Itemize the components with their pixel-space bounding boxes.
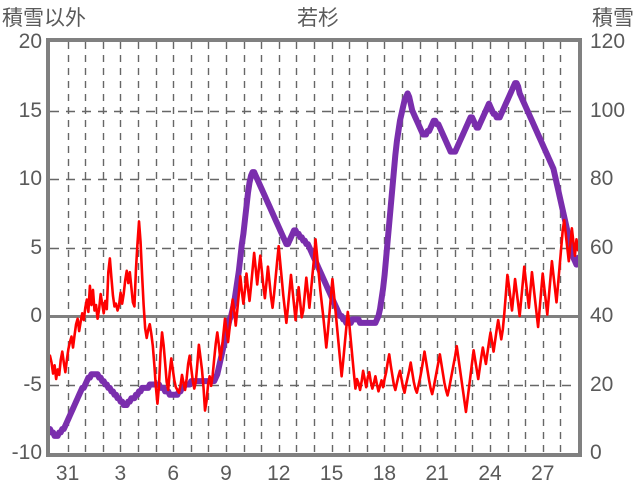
- x-tick-24: 24: [478, 462, 502, 485]
- right-tick-120: 120: [590, 30, 626, 53]
- left-tick--10: -10: [11, 441, 42, 464]
- left-tick-0: 0: [30, 304, 42, 327]
- right-axis-title: 積雪: [592, 7, 634, 30]
- x-tick-3: 3: [114, 462, 127, 485]
- left-tick-15: 15: [18, 98, 42, 122]
- x-tick-6: 6: [167, 462, 180, 485]
- right-tick-0: 0: [590, 441, 602, 464]
- left-tick-20: 20: [18, 30, 42, 53]
- x-tick-15: 15: [319, 462, 344, 485]
- temperature-line: [50, 218, 578, 414]
- left-tick-5: 5: [30, 235, 42, 259]
- x-tick-18: 18: [372, 462, 397, 485]
- x-tick-21: 21: [425, 462, 449, 485]
- right-tick-100: 100: [590, 98, 626, 122]
- chart-title: 若杉: [297, 7, 339, 30]
- right-tick-80: 80: [590, 167, 614, 190]
- left-tick--5: -5: [23, 372, 42, 396]
- left-tick-10: 10: [18, 167, 42, 190]
- x-tick-9: 9: [220, 462, 232, 485]
- x-tick-31: 31: [55, 462, 80, 485]
- right-tick-60: 60: [590, 235, 614, 259]
- plot-area: [50, 42, 578, 453]
- plot-svg: [50, 42, 578, 453]
- right-tick-40: 40: [590, 304, 614, 327]
- x-tick-12: 12: [267, 462, 291, 485]
- left-axis-title: 積雪以外: [2, 7, 86, 30]
- x-tick-27: 27: [531, 462, 555, 485]
- right-tick-20: 20: [590, 372, 614, 396]
